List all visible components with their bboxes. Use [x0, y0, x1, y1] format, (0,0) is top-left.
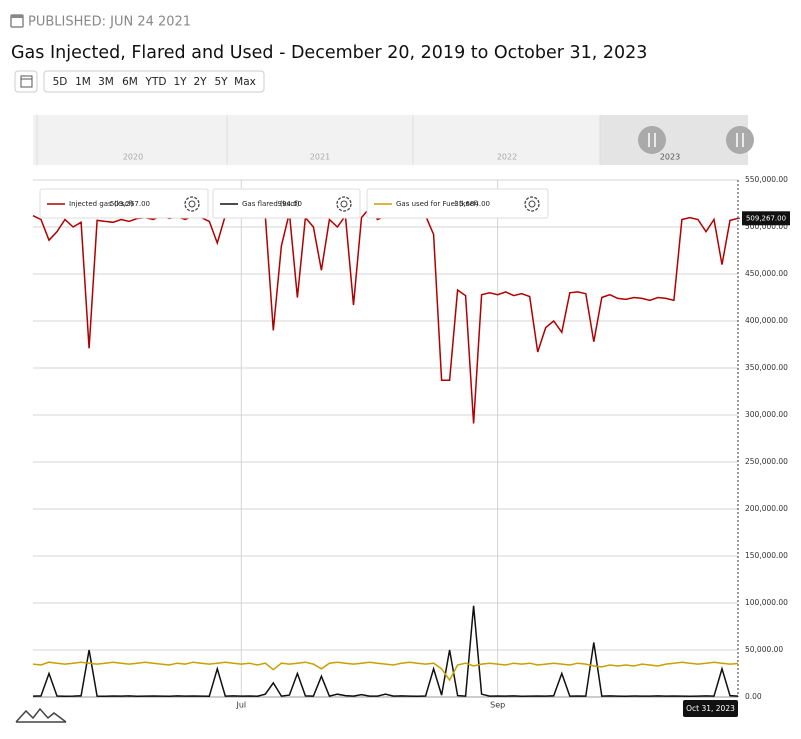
y-tick-label: 200,000.00	[745, 504, 788, 513]
settings-icon[interactable]	[524, 196, 540, 212]
x-tick-label: Sep	[490, 701, 505, 710]
published-date: PUBLISHED: JUN 24 2021	[28, 15, 191, 30]
navigator-selection[interactable]	[600, 115, 748, 165]
navigator-handle[interactable]	[726, 126, 754, 154]
settings-icon[interactable]	[336, 196, 352, 212]
navigator-year: 2022	[497, 153, 517, 162]
settings-icon-center	[528, 200, 536, 208]
navigator-year: 2023	[660, 153, 680, 162]
y-tick-label: 150,000.00	[745, 551, 788, 560]
y-tick-label: 350,000.00	[745, 363, 788, 372]
navigator-handle[interactable]	[638, 126, 666, 154]
y-tick-label: 250,000.00	[745, 457, 788, 466]
range-button[interactable]: YTD	[145, 76, 167, 88]
y-tick-label: 500,000.00	[745, 222, 788, 231]
legend-value: 35,684.00	[454, 200, 490, 208]
range-button[interactable]: 1M	[75, 76, 91, 88]
range-button[interactable]: 2Y	[193, 76, 207, 88]
series-line	[32, 661, 739, 682]
settings-icon[interactable]	[184, 196, 200, 212]
legend-label: Injected gas (kscf)	[69, 200, 134, 208]
navigator-year: 2020	[123, 153, 143, 162]
y-tick-label: 100,000.00	[745, 598, 788, 607]
settings-icon-center	[188, 200, 196, 208]
y-tick-label: 0.00	[745, 692, 762, 701]
legend-box[interactable]	[212, 188, 361, 219]
last-value-box	[742, 211, 790, 226]
settings-icon-center	[340, 200, 348, 208]
x-tick-label: Jul	[235, 701, 246, 710]
cursor-date: Oct 31, 2023	[686, 704, 735, 713]
date-picker-button[interactable]	[14, 70, 38, 93]
range-button[interactable]: 6M	[122, 76, 138, 88]
legend-box[interactable]	[366, 188, 549, 219]
legend-label: Gas flared (kscf)	[242, 200, 300, 208]
navigator-year: 2021	[310, 153, 330, 162]
range-button[interactable]: Max	[234, 76, 256, 88]
series-line	[32, 605, 739, 697]
y-tick-label: 50,000.00	[745, 645, 783, 654]
y-tick-label: 550,000.00	[745, 175, 788, 184]
last-value-label: 509,267.00	[746, 214, 786, 222]
legend-label: Gas used for Fuel (kscf)	[396, 200, 479, 208]
y-tick-label: 450,000.00	[745, 269, 788, 278]
cursor-date-box	[683, 700, 738, 717]
y-tick-label: 400,000.00	[745, 316, 788, 325]
chart-title: Gas Injected, Flared and Used - December…	[11, 43, 647, 63]
y-tick-label: 300,000.00	[745, 410, 788, 419]
date-picker-icon	[20, 75, 33, 88]
range-button[interactable]: 3M	[98, 76, 114, 88]
navigator-dividers	[36, 115, 601, 165]
legend-box[interactable]	[39, 188, 209, 219]
legend-value: 509,267.00	[110, 200, 150, 208]
range-button[interactable]: 5D	[53, 76, 68, 88]
range-selector	[43, 70, 265, 93]
legend-value: 994.00	[278, 200, 303, 208]
series-line	[32, 202, 739, 424]
calendar-icon	[10, 14, 24, 28]
range-button[interactable]: 5Y	[214, 76, 228, 88]
logo	[15, 707, 67, 723]
range-button[interactable]: 1Y	[173, 76, 187, 88]
